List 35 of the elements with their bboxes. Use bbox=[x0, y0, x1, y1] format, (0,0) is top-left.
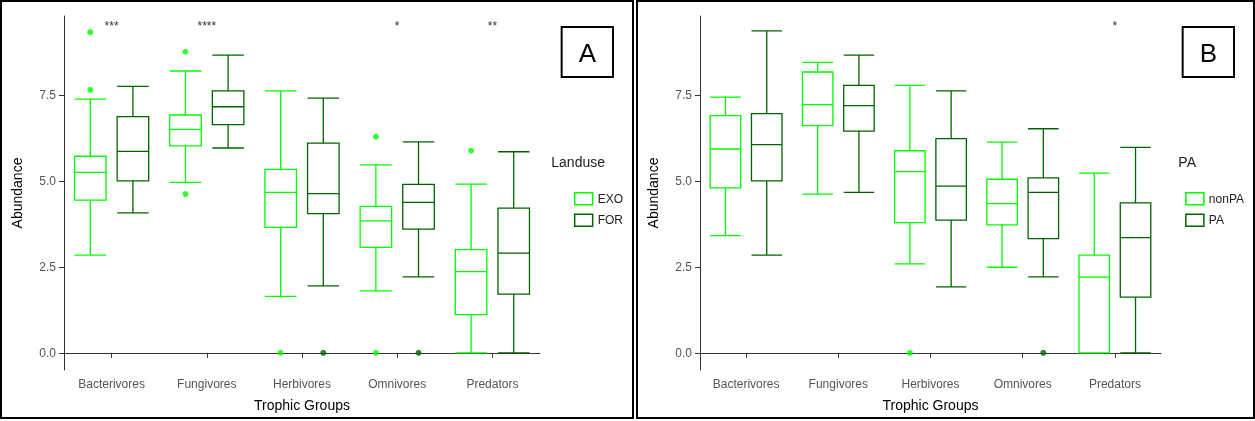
annotation: ** bbox=[487, 19, 498, 33]
x-axis-title: Trophic Groups bbox=[882, 397, 979, 413]
legend-label: EXO bbox=[597, 191, 623, 206]
y-tick-label: 7.5 bbox=[675, 88, 693, 103]
x-tick-label: Herbivores bbox=[272, 377, 332, 391]
x-tick-label: Predators bbox=[466, 377, 519, 391]
x-tick-label: Herbivores bbox=[901, 377, 960, 391]
legend-title: Landuse bbox=[551, 154, 606, 170]
annotation: *** bbox=[104, 19, 119, 33]
annotation: **** bbox=[197, 19, 217, 33]
legend-label: nonPA bbox=[1208, 191, 1244, 206]
legend-label: FOR bbox=[597, 213, 624, 228]
legend-title: PA bbox=[1178, 154, 1197, 170]
y-tick-label: 5.0 bbox=[675, 173, 693, 188]
y-tick-label: 0.0 bbox=[675, 345, 693, 360]
annotation: * bbox=[394, 19, 400, 33]
x-tick-label: Bacterivores bbox=[712, 377, 780, 391]
y-tick-label: 0.0 bbox=[39, 345, 57, 360]
y-tick-label: 7.5 bbox=[39, 88, 57, 103]
text: A bbox=[578, 38, 597, 68]
x-axis-title: Trophic Groups bbox=[254, 397, 350, 413]
annotation: * bbox=[1112, 19, 1118, 33]
x-tick-label: Predators bbox=[1088, 377, 1141, 391]
legend-label: PA bbox=[1208, 213, 1224, 228]
x-tick-label: Bacterivores bbox=[78, 377, 145, 391]
x-tick-label: Fungivores bbox=[808, 377, 868, 391]
x-tick-label: Fungivores bbox=[177, 377, 237, 391]
x-tick-label: Omnivores bbox=[368, 377, 427, 391]
y-tick-label: 2.5 bbox=[39, 259, 57, 274]
y-tick-label: 5.0 bbox=[39, 173, 57, 188]
y-tick-label: 2.5 bbox=[675, 259, 693, 274]
x-tick-label: Omnivores bbox=[993, 377, 1052, 391]
y-axis-title: Abundance bbox=[9, 157, 25, 229]
text: B bbox=[1199, 38, 1217, 68]
y-axis-title: Abundance bbox=[645, 157, 661, 229]
